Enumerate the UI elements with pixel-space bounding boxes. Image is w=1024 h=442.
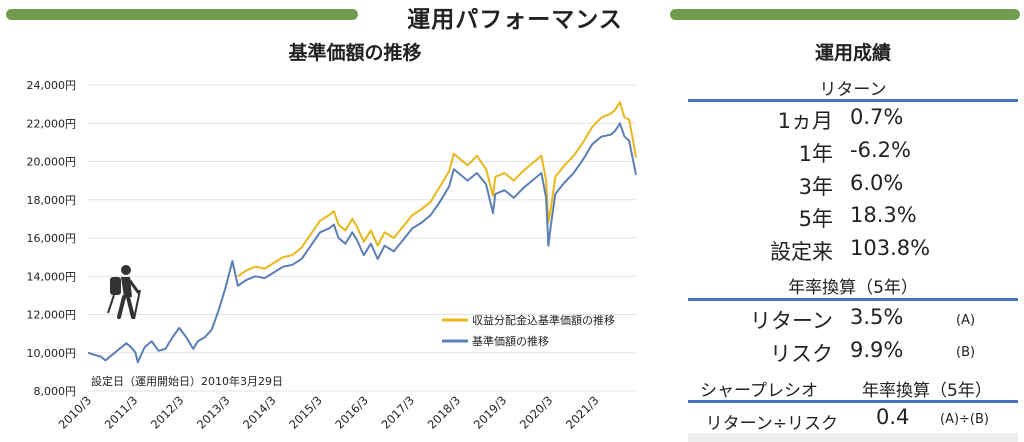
y-tick-label: 10,000円 — [27, 347, 77, 360]
return-value-3y: 6.0% — [850, 171, 904, 195]
x-tick-label: 2016/3 — [332, 393, 371, 432]
chart-legend: 収益分配金込基準価額の推移 基準価額の推移 — [442, 313, 615, 348]
y-tick-label: 20,000円 — [27, 156, 77, 169]
annualized-risk-note: (B) — [956, 345, 976, 360]
series-line-distribution-nav — [237, 101, 637, 278]
x-tick-label: 2020/3 — [517, 393, 556, 432]
legend-label-nav: 基準価額の推移 — [472, 334, 549, 348]
x-tick-label: 2011/3 — [102, 393, 141, 432]
page-title: 運用パフォーマンス — [407, 7, 623, 33]
chart-series — [87, 101, 637, 364]
performance-title: 運用成績 — [814, 42, 891, 64]
sharpe-sub-header: 年率換算（5年） — [862, 381, 992, 401]
return-label-3y: 3年 — [798, 175, 833, 199]
x-tick-label: 2012/3 — [148, 393, 187, 432]
return-value-inception: 103.8% — [850, 236, 931, 260]
x-tick-label: 2018/3 — [425, 393, 464, 432]
sharpe-value: 0.4 — [876, 405, 910, 429]
inception-date-note: 設定日（運用開始日）2010年3月29日 — [91, 374, 283, 388]
annualized-return-label: リターン — [750, 309, 833, 333]
annualized-risk-value: 9.9% — [850, 338, 904, 362]
returns-header: リターン — [819, 80, 887, 100]
x-tick-label: 2014/3 — [240, 393, 279, 432]
return-label-1m: 1ヵ月 — [777, 109, 833, 133]
annualized-risk-label: リスク — [770, 342, 833, 366]
sharpe-rule — [688, 400, 1018, 403]
series-line-nav — [87, 122, 637, 364]
return-label-1y: 1年 — [798, 142, 833, 166]
sharpe-header: シャープレシオ — [700, 381, 818, 401]
y-tick-label: 12,000円 — [27, 309, 77, 322]
sharpe-label: リターン÷リスク — [705, 414, 838, 434]
annualized-return-value: 3.5% — [850, 305, 904, 329]
return-value-1y: -6.2% — [850, 138, 911, 162]
panel-footer — [688, 433, 1018, 442]
y-tick-label: 18,000円 — [27, 194, 77, 207]
x-tick-label: 2017/3 — [379, 393, 418, 432]
header-accent-bar-left — [6, 9, 358, 20]
sharpe-note: (A)÷(B) — [940, 412, 989, 427]
x-tick-label: 2013/3 — [194, 393, 233, 432]
return-value-5y: 18.3% — [850, 203, 917, 227]
nav-chart: 24,000円 22,000円 20,000円 18,000円 16,000円 14,00… — [27, 79, 637, 432]
y-axis-ticks: 24,000円 22,000円 20,000円 18,000円 16,000円 14,00… — [27, 79, 77, 398]
x-tick-label: 2015/3 — [286, 393, 325, 432]
legend-label-distribution-nav: 収益分配金込基準価額の推移 — [472, 313, 615, 327]
annualized-header: 年率換算（5年） — [788, 278, 918, 298]
x-axis-ticks: 2010/3 2011/3 2012/3 2013/3 2014/3 2015/3 2016… — [56, 393, 602, 432]
header-accent-bar-right — [670, 9, 1020, 20]
y-tick-label: 24,000円 — [27, 79, 77, 92]
y-tick-label: 14,000円 — [27, 270, 77, 283]
annualized-rule — [688, 298, 1018, 301]
x-tick-label: 2019/3 — [471, 393, 510, 432]
hiker-with-backpack-icon — [107, 265, 141, 320]
returns-rule — [688, 99, 1018, 102]
chart-title: 基準価額の推移 — [288, 42, 422, 64]
y-tick-label: 16,000円 — [27, 232, 77, 245]
annualized-return-note: (A) — [956, 313, 976, 328]
y-tick-label: 22,000円 — [27, 117, 77, 130]
return-label-inception: 設定来 — [770, 240, 833, 264]
x-tick-label: 2021/3 — [563, 393, 602, 432]
return-label-5y: 5年 — [798, 207, 833, 231]
y-tick-label: 8,000円 — [34, 385, 77, 398]
chart-grid — [88, 84, 636, 392]
return-value-1m: 0.7% — [850, 105, 904, 129]
x-tick-label: 2010/3 — [56, 393, 95, 432]
